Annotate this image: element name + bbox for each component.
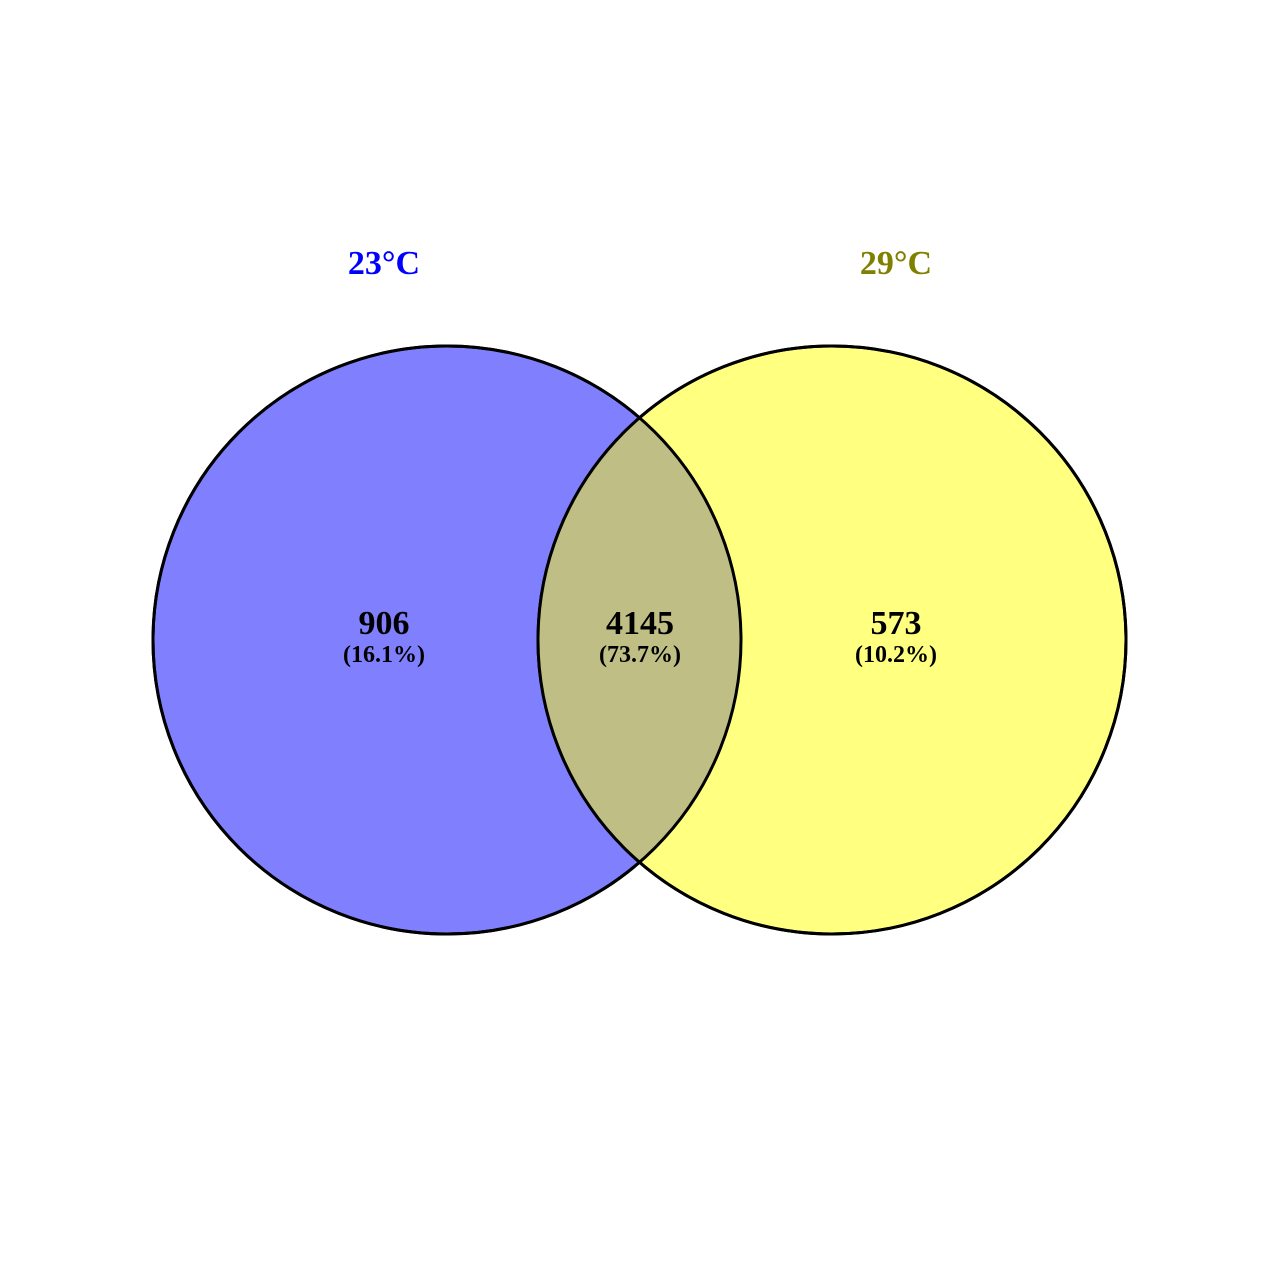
set-outline-29c [536, 344, 1128, 936]
intersection-region [538, 346, 741, 934]
set-label-23c: 23°C [348, 245, 420, 282]
region-count-only-29c: 573 [871, 605, 922, 642]
set-label-29c: 29°C [860, 245, 932, 282]
region-count-both: 4145 [606, 605, 674, 642]
region-percent-only-29c: (10.2%) [855, 642, 937, 668]
region-percent-both: (73.7%) [599, 642, 681, 668]
region-count-only-23c: 906 [359, 605, 410, 642]
set-outline-23c [151, 344, 743, 936]
region-percent-only-23c: (16.1%) [343, 642, 425, 668]
